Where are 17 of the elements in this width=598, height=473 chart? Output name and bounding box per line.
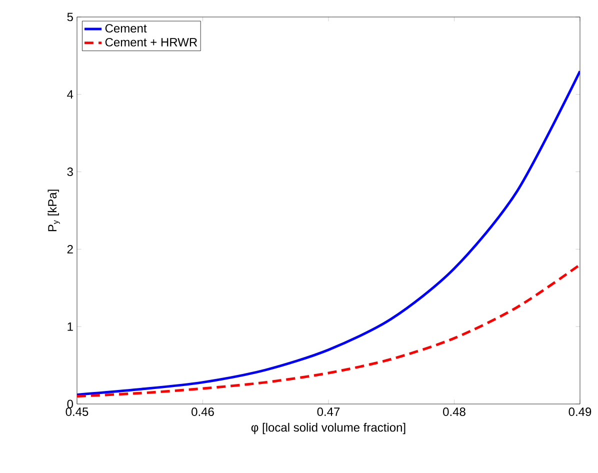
- x-axis-title: φ [local solid volume fraction]: [251, 422, 406, 434]
- line-series: [77, 70, 580, 396]
- y-axis-title: P$_{y}$ [kPa]: [48, 190, 60, 232]
- y-tick-label: 1: [68, 322, 73, 331]
- x-tick-label: 0.46: [192, 408, 214, 416]
- x-tick-label: 0.47: [317, 408, 340, 416]
- y-tick-label: 3: [67, 168, 73, 176]
- y-tick-label: 4: [67, 90, 74, 99]
- legend-label: Cement + HRWR: [105, 38, 198, 46]
- x-tick-label: 0.49: [568, 408, 592, 416]
- x-tick-label: 0.45: [66, 408, 88, 416]
- y-tick-label: 0: [67, 400, 74, 408]
- legend-label: Cement: [105, 24, 147, 33]
- y-tick-label: 2: [67, 245, 73, 254]
- x-tick-label: 0.48: [443, 408, 466, 416]
- y-tick-label: 5: [67, 12, 73, 22]
- line-series: [77, 263, 580, 398]
